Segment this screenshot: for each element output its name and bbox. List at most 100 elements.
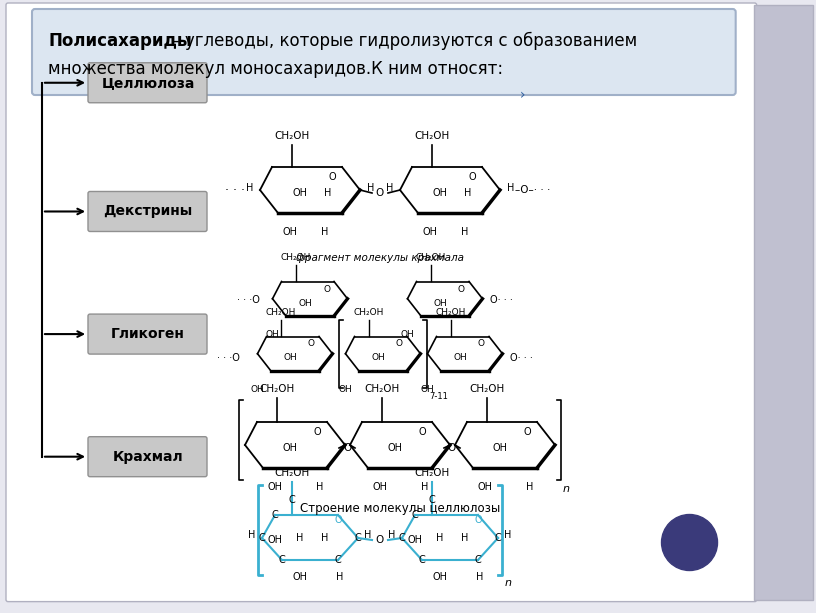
- Text: OH: OH: [338, 385, 352, 394]
- FancyBboxPatch shape: [32, 9, 736, 95]
- Text: H: H: [507, 183, 514, 193]
- Text: OH: OH: [371, 354, 385, 362]
- FancyBboxPatch shape: [88, 314, 207, 354]
- Text: OH: OH: [298, 299, 312, 308]
- Text: O: O: [335, 515, 342, 525]
- Text: O: O: [523, 427, 531, 437]
- Text: OH: OH: [268, 535, 282, 545]
- Text: H: H: [248, 530, 255, 540]
- Text: H: H: [388, 530, 396, 540]
- Text: O: O: [478, 340, 485, 349]
- Text: C: C: [272, 510, 278, 520]
- Text: OH: OH: [493, 443, 508, 453]
- Text: O: O: [376, 535, 384, 545]
- Text: OH: OH: [432, 572, 447, 582]
- Text: OH: OH: [292, 572, 308, 582]
- Text: H: H: [461, 227, 468, 237]
- Text: O: O: [343, 443, 351, 453]
- Text: H: H: [336, 572, 344, 582]
- Text: OH: OH: [372, 482, 388, 492]
- Text: Декстрины: Декстрины: [104, 205, 193, 218]
- FancyBboxPatch shape: [6, 3, 756, 601]
- Text: OH: OH: [268, 482, 282, 492]
- Text: H: H: [317, 482, 324, 492]
- Text: H: H: [477, 572, 484, 582]
- Text: OH: OH: [433, 299, 447, 308]
- Text: O· · ·: O· · ·: [490, 295, 513, 305]
- FancyBboxPatch shape: [88, 191, 207, 232]
- Text: H: H: [437, 533, 444, 543]
- Text: 7-11: 7-11: [429, 392, 448, 401]
- Text: H: H: [464, 188, 472, 198]
- Text: OH: OH: [420, 385, 434, 394]
- Text: C: C: [399, 533, 406, 543]
- Text: фрагмент молекулы крахмала: фрагмент молекулы крахмала: [296, 253, 464, 263]
- Text: H: H: [322, 227, 329, 237]
- Text: O: O: [328, 172, 336, 182]
- Text: Строение молекулы целлюлозы: Строение молекулы целлюлозы: [299, 502, 500, 515]
- Text: CH₂OH: CH₂OH: [281, 253, 311, 262]
- Text: Крахмал: Крахмал: [113, 450, 184, 463]
- Text: · · ·O: · · ·O: [217, 353, 240, 363]
- Text: OH: OH: [388, 443, 402, 453]
- Text: H: H: [296, 533, 304, 543]
- Text: H: H: [324, 188, 331, 198]
- Bar: [754, 5, 813, 600]
- Text: O: O: [396, 340, 403, 349]
- Text: OH: OH: [283, 354, 297, 362]
- Text: H: H: [421, 482, 428, 492]
- Text: CH₂OH: CH₂OH: [436, 308, 466, 317]
- Text: C: C: [428, 495, 436, 505]
- Text: H: H: [526, 482, 534, 492]
- Text: n: n: [505, 578, 512, 588]
- Text: O: O: [376, 188, 384, 198]
- Text: O: O: [308, 340, 315, 349]
- Text: OH: OH: [477, 482, 493, 492]
- Text: · · ·O: · · ·O: [237, 295, 260, 305]
- Text: OH: OH: [265, 330, 279, 339]
- Text: C: C: [335, 555, 341, 565]
- Text: O: O: [323, 284, 330, 294]
- Text: CH₂OH: CH₂OH: [365, 384, 400, 394]
- Text: H: H: [322, 533, 329, 543]
- Text: C: C: [355, 533, 361, 543]
- Text: CH₂OH: CH₂OH: [415, 131, 450, 141]
- Text: C: C: [289, 495, 295, 505]
- Text: OH: OH: [400, 330, 414, 339]
- Text: OH: OH: [282, 443, 298, 453]
- Text: CH₂OH: CH₂OH: [259, 384, 295, 394]
- Text: множества молекул моносахаридов.К ним относят:: множества молекул моносахаридов.К ним от…: [48, 60, 503, 78]
- Circle shape: [662, 514, 717, 571]
- Text: C: C: [494, 533, 501, 543]
- Text: H: H: [246, 183, 253, 193]
- Text: OH: OH: [432, 188, 447, 198]
- Text: CH₂OH: CH₂OH: [469, 384, 504, 394]
- Text: C: C: [475, 555, 481, 565]
- Text: CH₂OH: CH₂OH: [274, 468, 309, 478]
- FancyBboxPatch shape: [88, 436, 207, 477]
- Text: O: O: [468, 172, 476, 182]
- Text: CH₂OH: CH₂OH: [274, 131, 309, 141]
- Text: O: O: [448, 443, 456, 453]
- Text: O: O: [418, 427, 426, 437]
- Text: C: C: [419, 555, 425, 565]
- Text: O: O: [313, 427, 321, 437]
- Text: CH₂OH: CH₂OH: [266, 308, 296, 317]
- Text: CH₂OH: CH₂OH: [415, 468, 450, 478]
- Text: CH₂OH: CH₂OH: [416, 253, 446, 262]
- Text: OH: OH: [282, 227, 298, 237]
- Text: O· · ·: O· · ·: [510, 353, 533, 363]
- Text: OH: OH: [407, 535, 423, 545]
- Text: Гликоген: Гликоген: [111, 327, 185, 341]
- Text: H: H: [364, 530, 371, 540]
- FancyBboxPatch shape: [88, 63, 207, 103]
- Text: ›: ›: [520, 88, 525, 102]
- Text: OH: OH: [251, 385, 264, 394]
- Text: · · ·: · · ·: [225, 183, 245, 197]
- Text: OH: OH: [423, 227, 437, 237]
- Text: n: n: [563, 484, 570, 494]
- Text: Целлюлоза: Целлюлоза: [101, 76, 195, 89]
- Text: H: H: [367, 183, 375, 193]
- Text: C: C: [259, 533, 265, 543]
- Text: O: O: [474, 515, 481, 525]
